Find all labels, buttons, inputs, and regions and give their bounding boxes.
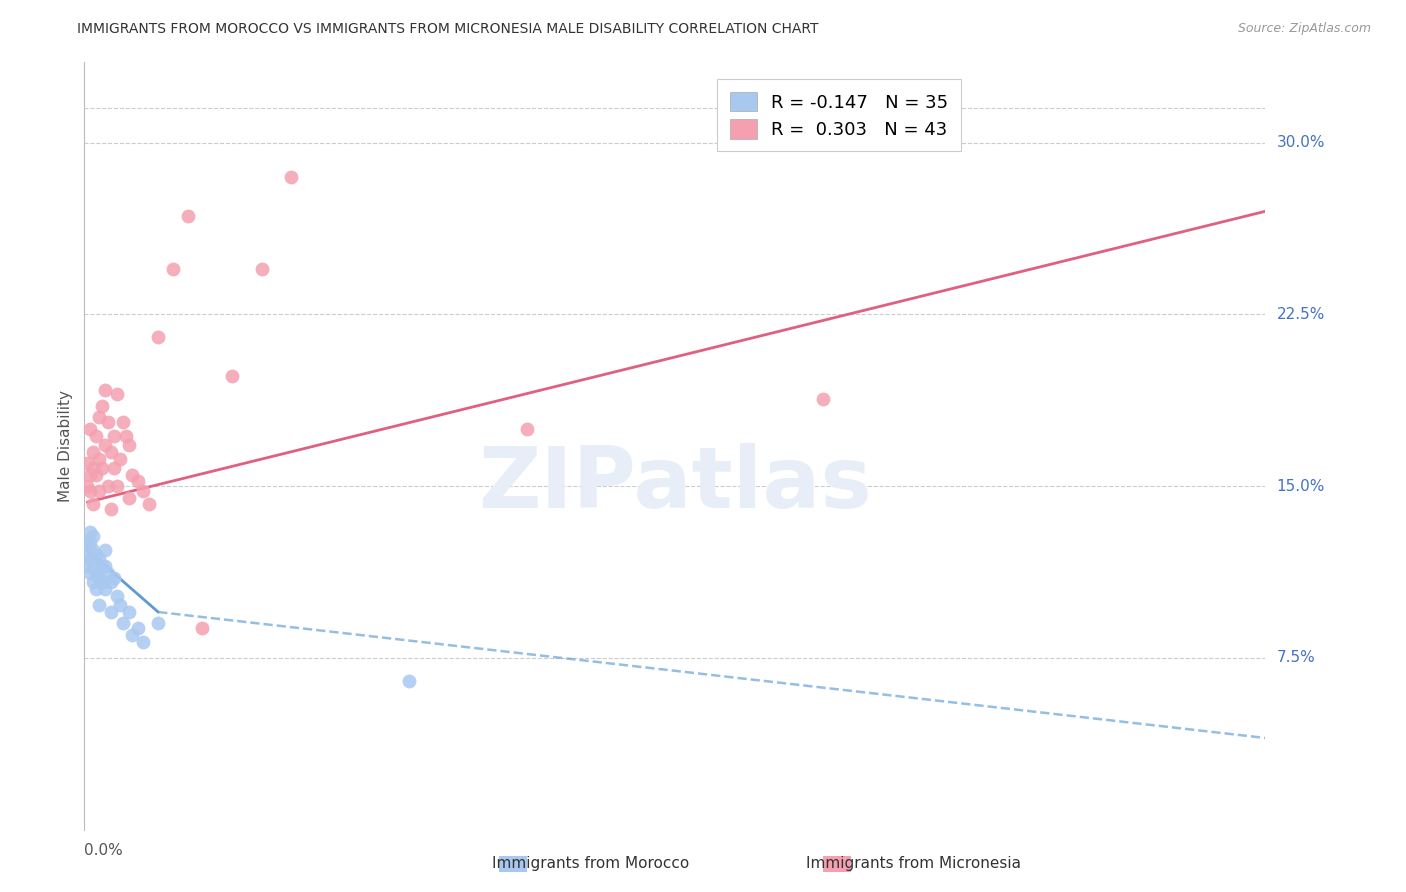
Point bbox=[191, 621, 214, 635]
Text: IMMIGRANTS FROM MOROCCO VS IMMIGRANTS FROM MICRONESIA MALE DISABILITY CORRELATIO: IMMIGRANTS FROM MOROCCO VS IMMIGRANTS FR… bbox=[77, 22, 818, 37]
Point bbox=[82, 460, 104, 475]
Point bbox=[221, 369, 243, 384]
Point bbox=[103, 460, 125, 475]
Point bbox=[76, 559, 98, 574]
Point bbox=[132, 634, 155, 648]
Point bbox=[76, 456, 98, 470]
Point bbox=[148, 616, 170, 631]
Point bbox=[280, 169, 302, 184]
Point bbox=[105, 479, 128, 493]
Point bbox=[87, 410, 111, 425]
Point bbox=[103, 428, 125, 442]
Point bbox=[121, 628, 143, 642]
Point bbox=[84, 582, 107, 596]
Point bbox=[121, 467, 143, 482]
Point bbox=[100, 575, 122, 590]
Point bbox=[811, 392, 834, 406]
Point bbox=[84, 548, 107, 562]
Text: 0.0%: 0.0% bbox=[84, 843, 124, 858]
Point bbox=[76, 479, 98, 493]
Point bbox=[105, 589, 128, 603]
Text: Source: ZipAtlas.com: Source: ZipAtlas.com bbox=[1237, 22, 1371, 36]
Point bbox=[97, 479, 120, 493]
Point bbox=[91, 575, 114, 590]
Text: ZIPatlas: ZIPatlas bbox=[478, 442, 872, 526]
Point bbox=[76, 548, 98, 562]
Point bbox=[87, 598, 111, 612]
Point bbox=[82, 543, 104, 558]
Point bbox=[79, 552, 101, 566]
Point bbox=[105, 387, 128, 401]
Point bbox=[94, 559, 117, 574]
Point bbox=[398, 673, 420, 688]
Point bbox=[94, 383, 117, 397]
Point bbox=[82, 575, 104, 590]
Point bbox=[94, 543, 117, 558]
Point bbox=[103, 571, 125, 585]
Point bbox=[79, 422, 101, 436]
Point bbox=[84, 467, 107, 482]
Text: 7.5%: 7.5% bbox=[1277, 650, 1315, 665]
Point bbox=[91, 559, 114, 574]
Point bbox=[250, 261, 273, 276]
Text: Immigrants from Morocco: Immigrants from Morocco bbox=[492, 856, 689, 871]
Point bbox=[100, 444, 122, 458]
Point bbox=[87, 552, 111, 566]
Point bbox=[84, 428, 107, 442]
Point bbox=[114, 428, 136, 442]
Text: 30.0%: 30.0% bbox=[1277, 135, 1324, 150]
Point bbox=[132, 483, 155, 498]
Point bbox=[79, 483, 101, 498]
Point bbox=[82, 559, 104, 574]
Y-axis label: Male Disability: Male Disability bbox=[58, 390, 73, 502]
Point bbox=[91, 399, 114, 413]
Point bbox=[82, 497, 104, 511]
Point bbox=[108, 598, 131, 612]
Point bbox=[84, 566, 107, 580]
Point bbox=[91, 460, 114, 475]
Text: 22.5%: 22.5% bbox=[1277, 307, 1324, 322]
Point bbox=[79, 566, 101, 580]
Point bbox=[138, 497, 160, 511]
Point bbox=[100, 502, 122, 516]
Point bbox=[516, 422, 538, 436]
Point bbox=[108, 451, 131, 466]
Point bbox=[79, 536, 101, 550]
Point bbox=[148, 330, 170, 344]
Text: Immigrants from Micronesia: Immigrants from Micronesia bbox=[807, 856, 1021, 871]
Point bbox=[100, 605, 122, 619]
Point bbox=[177, 209, 200, 223]
Point bbox=[82, 444, 104, 458]
Point bbox=[118, 491, 141, 505]
Legend: R = -0.147   N = 35, R =  0.303   N = 43: R = -0.147 N = 35, R = 0.303 N = 43 bbox=[717, 79, 962, 152]
Point bbox=[97, 415, 120, 429]
Text: 15.0%: 15.0% bbox=[1277, 479, 1324, 493]
Point bbox=[118, 605, 141, 619]
Point bbox=[94, 582, 117, 596]
Point bbox=[127, 475, 149, 489]
Point bbox=[82, 529, 104, 543]
Point bbox=[94, 438, 117, 452]
Point bbox=[162, 261, 184, 276]
Point bbox=[97, 566, 120, 580]
Point bbox=[127, 621, 149, 635]
Point bbox=[118, 438, 141, 452]
Point bbox=[79, 467, 101, 482]
Point bbox=[79, 524, 101, 539]
Point bbox=[87, 483, 111, 498]
Point bbox=[87, 571, 111, 585]
Point bbox=[76, 536, 98, 550]
Point bbox=[87, 451, 111, 466]
Point bbox=[111, 415, 134, 429]
Point bbox=[111, 616, 134, 631]
